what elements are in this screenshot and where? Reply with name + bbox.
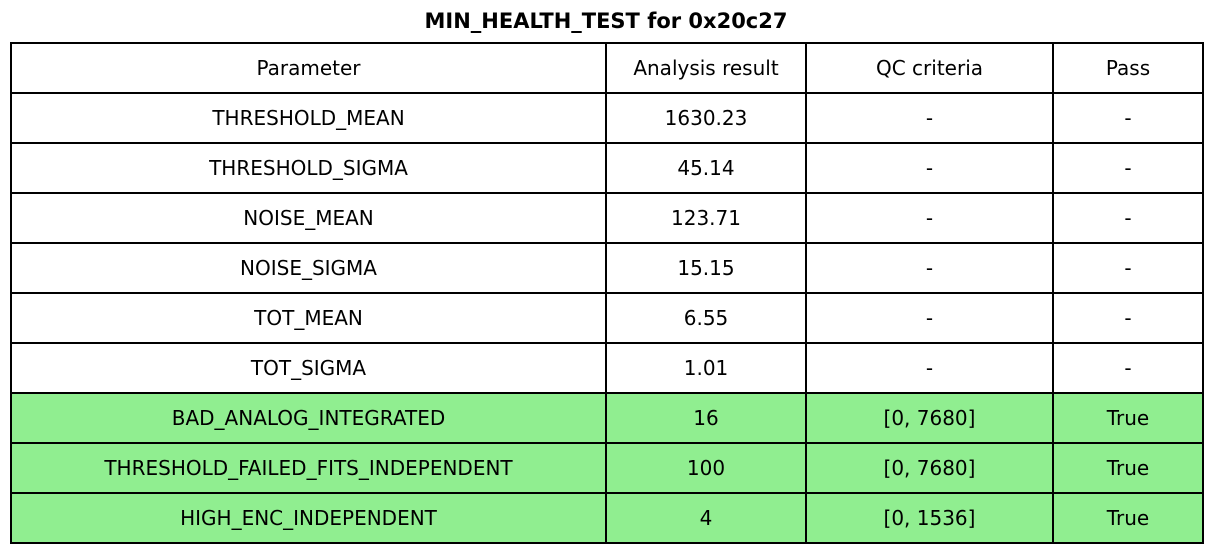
table-row: HIGH_ENC_INDEPENDENT 4 [0, 1536] True — [10, 492, 1204, 544]
analysis-result-cell: 1630.23 — [605, 92, 807, 144]
parameter-cell: HIGH_ENC_INDEPENDENT — [10, 492, 607, 544]
qc-results-table: Parameter Analysis result QC criteria Pa… — [10, 42, 1204, 544]
parameter-cell: NOISE_MEAN — [10, 192, 607, 244]
pass-cell: - — [1052, 342, 1204, 394]
column-header-parameter: Parameter — [10, 42, 607, 94]
parameter-cell: NOISE_SIGMA — [10, 242, 607, 294]
analysis-result-cell: 45.14 — [605, 142, 807, 194]
column-header-pass: Pass — [1052, 42, 1204, 94]
table-row: NOISE_MEAN 123.71 - - — [10, 192, 1204, 244]
qc-criteria-cell: - — [805, 242, 1054, 294]
parameter-cell: THRESHOLD_SIGMA — [10, 142, 607, 194]
pass-cell: - — [1052, 192, 1204, 244]
pass-cell: - — [1052, 142, 1204, 194]
analysis-result-cell: 100 — [605, 442, 807, 494]
parameter-cell: BAD_ANALOG_INTEGRATED — [10, 392, 607, 444]
qc-criteria-cell: - — [805, 92, 1054, 144]
qc-criteria-cell: - — [805, 142, 1054, 194]
pass-cell: True — [1052, 442, 1204, 494]
qc-criteria-cell: - — [805, 342, 1054, 394]
parameter-cell: TOT_SIGMA — [10, 342, 607, 394]
pass-cell: - — [1052, 92, 1204, 144]
qc-criteria-cell: [0, 7680] — [805, 392, 1054, 444]
analysis-result-cell: 123.71 — [605, 192, 807, 244]
analysis-result-cell: 4 — [605, 492, 807, 544]
table-row: TOT_MEAN 6.55 - - — [10, 292, 1204, 344]
pass-cell: - — [1052, 292, 1204, 344]
parameter-cell: TOT_MEAN — [10, 292, 607, 344]
pass-cell: True — [1052, 492, 1204, 544]
analysis-result-cell: 15.15 — [605, 242, 807, 294]
table-body: THRESHOLD_MEAN 1630.23 - - THRESHOLD_SIG… — [10, 92, 1204, 544]
header-row: Parameter Analysis result QC criteria Pa… — [10, 42, 1204, 94]
parameter-cell: THRESHOLD_MEAN — [10, 92, 607, 144]
table-row: TOT_SIGMA 1.01 - - — [10, 342, 1204, 394]
column-header-qc-criteria: QC criteria — [805, 42, 1054, 94]
qc-criteria-cell: [0, 7680] — [805, 442, 1054, 494]
chart-title: MIN_HEALTH_TEST for 0x20c27 — [424, 9, 788, 33]
table-row: THRESHOLD_SIGMA 45.14 - - — [10, 142, 1204, 194]
table-row: BAD_ANALOG_INTEGRATED 16 [0, 7680] True — [10, 392, 1204, 444]
parameter-cell: THRESHOLD_FAILED_FITS_INDEPENDENT — [10, 442, 607, 494]
qc-criteria-cell: - — [805, 192, 1054, 244]
qc-criteria-cell: - — [805, 292, 1054, 344]
table-row: NOISE_SIGMA 15.15 - - — [10, 242, 1204, 294]
analysis-result-cell: 6.55 — [605, 292, 807, 344]
table-row: THRESHOLD_FAILED_FITS_INDEPENDENT 100 [0… — [10, 442, 1204, 494]
table-row: THRESHOLD_MEAN 1630.23 - - — [10, 92, 1204, 144]
column-header-analysis-result: Analysis result — [605, 42, 807, 94]
analysis-result-cell: 1.01 — [605, 342, 807, 394]
pass-cell: - — [1052, 242, 1204, 294]
pass-cell: True — [1052, 392, 1204, 444]
analysis-result-cell: 16 — [605, 392, 807, 444]
figure: MIN_HEALTH_TEST for 0x20c27 Parameter An… — [10, 0, 1204, 544]
qc-criteria-cell: [0, 1536] — [805, 492, 1054, 544]
